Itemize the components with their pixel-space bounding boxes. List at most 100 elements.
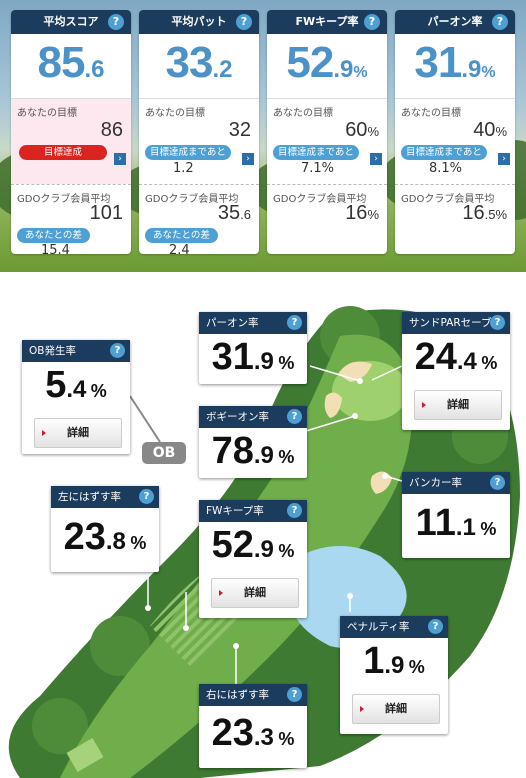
help-icon[interactable]: ? bbox=[428, 619, 443, 634]
value-unit: % bbox=[278, 729, 295, 749]
goal-area: あなたの目標 86 目標達成 › bbox=[11, 98, 131, 184]
detail-button[interactable]: 詳細 bbox=[414, 390, 502, 420]
help-icon[interactable]: ? bbox=[108, 14, 124, 30]
club-average-area: GDOクラブ会員平均 35.6 あなたとの差 2.4 bbox=[139, 184, 259, 254]
goal-remaining: 8.1% bbox=[429, 161, 463, 176]
value-dec: .9 bbox=[253, 442, 274, 469]
stat-value: 1.9 % bbox=[340, 638, 448, 683]
help-icon[interactable]: ? bbox=[492, 14, 508, 30]
value-dec: .3 bbox=[253, 724, 274, 751]
goal-status-badge: 目標達成 bbox=[19, 145, 107, 160]
goal-value-num: 60 bbox=[345, 119, 368, 141]
help-icon[interactable]: ? bbox=[287, 687, 302, 702]
goal-status-badge: 目標達成まであと bbox=[401, 145, 487, 160]
value-dec: .8 bbox=[105, 528, 126, 555]
card-title-text: パーオン率 bbox=[427, 15, 483, 28]
course-map-section: OB OB発生率? 5.4 % 詳細 パーオン率? 31.9 % サンドPARセ… bbox=[0, 296, 526, 778]
card-title: 平均パット? bbox=[139, 10, 259, 34]
club-unit: % bbox=[367, 207, 379, 222]
goal-label: あなたの目標 bbox=[17, 108, 77, 119]
value-int: 31 bbox=[211, 336, 254, 378]
club-value-dec: .6 bbox=[240, 207, 251, 222]
value-int: 33 bbox=[165, 38, 214, 87]
stat-value: 5.4 % bbox=[22, 362, 130, 407]
club-value-num: 35 bbox=[217, 202, 241, 224]
help-icon[interactable]: ? bbox=[287, 503, 302, 518]
summary-card-par-on: パーオン率? 31.9% あなたの目標 40% 目標達成まであと › 8.1% … bbox=[395, 10, 515, 254]
value-dec: .9 bbox=[384, 652, 405, 679]
help-icon[interactable]: ? bbox=[139, 489, 154, 504]
value-int: 52 bbox=[286, 38, 334, 87]
club-value: 16% bbox=[345, 202, 379, 225]
stat-title-text: ボギーオン率 bbox=[206, 411, 269, 423]
card-title: FWキープ率? bbox=[267, 10, 387, 34]
stat-title: ボギーオン率? bbox=[199, 406, 307, 428]
value-int: 23 bbox=[211, 712, 254, 754]
goal-value: 32 bbox=[229, 119, 251, 142]
arrow-right-icon[interactable]: › bbox=[498, 153, 510, 165]
value-unit: % bbox=[353, 64, 368, 81]
stat-fw-keep-rate: FWキープ率? 52.9 % 詳細 bbox=[199, 500, 307, 618]
value-unit: % bbox=[481, 353, 498, 373]
summary-section: 平均スコア? 85 .6 あなたの目標 86 目標達成 › GDOクラブ会員平均 … bbox=[0, 0, 526, 272]
summary-card-avg-score: 平均スコア? 85.6 あなたの目標 86 目標達成 › GDOクラブ会員平均 … bbox=[11, 10, 131, 254]
stat-title-text: ペナルティ率 bbox=[347, 621, 410, 633]
summary-card-avg-putt: 平均パット? 33.2 あなたの目標 32 目標達成まであと › 1.2 GDO… bbox=[139, 10, 259, 254]
stat-title: サンドPARセーブ率? bbox=[402, 312, 510, 334]
stat-bunker-rate: バンカー率? 11.1 % bbox=[402, 472, 510, 558]
arrow-right-icon[interactable]: › bbox=[114, 153, 126, 165]
help-icon[interactable]: ? bbox=[490, 315, 505, 330]
value-dec: .1 bbox=[455, 514, 476, 541]
stat-title-text: サンドPARセーブ率 bbox=[409, 317, 503, 329]
detail-button[interactable]: 詳細 bbox=[211, 578, 299, 608]
value-dec: .9 bbox=[253, 348, 274, 375]
arrow-right-icon[interactable]: › bbox=[370, 153, 382, 165]
arrow-right-icon[interactable]: › bbox=[242, 153, 254, 165]
goal-label: あなたの目標 bbox=[273, 108, 333, 119]
goal-value: 86 bbox=[101, 119, 123, 142]
value-unit: % bbox=[90, 381, 107, 401]
club-value-dec: .5 bbox=[484, 207, 496, 222]
help-icon[interactable]: ? bbox=[110, 343, 125, 358]
goal-remaining: 7.1% bbox=[301, 161, 335, 176]
help-icon[interactable]: ? bbox=[287, 409, 302, 424]
help-icon[interactable]: ? bbox=[287, 315, 302, 330]
stat-title-text: 左にはずす率 bbox=[58, 491, 121, 503]
stat-right-miss-rate: 右にはずす率? 23.3 % bbox=[199, 684, 307, 768]
stat-bogey-on-rate: ボギーオン率? 78.9 % bbox=[199, 406, 307, 478]
goal-value-num: 40 bbox=[473, 119, 496, 141]
stat-title: 右にはずす率? bbox=[199, 684, 307, 706]
detail-button[interactable]: 詳細 bbox=[352, 694, 440, 724]
value-int: 31 bbox=[414, 38, 462, 87]
card-title-text: FWキープ率 bbox=[295, 15, 359, 28]
stat-title: ペナルティ率? bbox=[340, 616, 448, 638]
stat-title: OB発生率? bbox=[22, 340, 130, 362]
value-int: 1 bbox=[363, 640, 385, 682]
detail-button[interactable]: 詳細 bbox=[34, 418, 122, 448]
main-value: 33.2 bbox=[139, 34, 259, 98]
club-value-num: 101 bbox=[89, 202, 123, 224]
goal-status-badge: 目標達成まであと bbox=[273, 145, 359, 160]
club-value: 16.5% bbox=[462, 202, 507, 225]
stat-value: 24.4 % bbox=[402, 334, 510, 379]
value-unit: % bbox=[130, 533, 147, 553]
diff-value: 2.4 bbox=[169, 243, 190, 254]
card-title-text: 平均スコア bbox=[43, 15, 99, 28]
value-unit: % bbox=[278, 541, 295, 561]
diff-badge: あなたとの差 bbox=[145, 228, 218, 243]
help-icon[interactable]: ? bbox=[364, 14, 380, 30]
stat-value: 31.9 % bbox=[199, 334, 307, 379]
stat-value: 11.1 % bbox=[402, 494, 510, 545]
stat-title: バンカー率? bbox=[402, 472, 510, 494]
stat-title: FWキープ率? bbox=[199, 500, 307, 522]
club-value: 35.6 bbox=[218, 202, 251, 225]
value-unit: % bbox=[481, 64, 496, 81]
help-icon[interactable]: ? bbox=[236, 14, 252, 30]
value-int: 85 bbox=[37, 38, 86, 87]
value-dec: .2 bbox=[212, 56, 233, 83]
goal-value-num: 32 bbox=[228, 119, 251, 141]
summary-card-fw-keep: FWキープ率? 52.9% あなたの目標 60% 目標達成まであと › 7.1%… bbox=[267, 10, 387, 254]
main-value: 31.9% bbox=[395, 34, 515, 98]
help-icon[interactable]: ? bbox=[490, 475, 505, 490]
club-label: GDOクラブ会員平均 bbox=[145, 194, 239, 205]
